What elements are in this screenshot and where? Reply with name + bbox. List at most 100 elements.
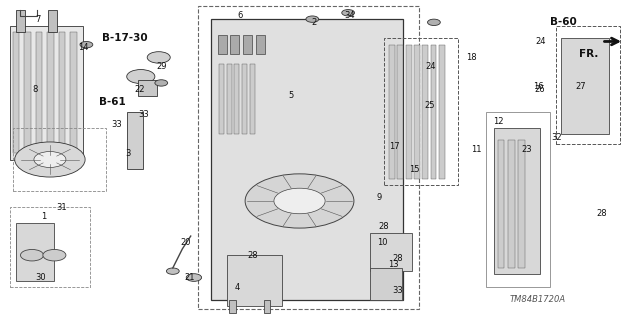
Text: 9: 9 bbox=[377, 193, 382, 202]
Text: 28: 28 bbox=[379, 222, 389, 231]
Text: 32: 32 bbox=[552, 133, 562, 142]
Text: 28: 28 bbox=[392, 254, 403, 263]
Text: 33: 33 bbox=[139, 110, 149, 119]
Bar bbox=[59, 32, 65, 153]
Text: 31: 31 bbox=[56, 203, 67, 212]
Text: 28: 28 bbox=[248, 251, 258, 260]
Circle shape bbox=[245, 174, 354, 228]
Bar bbox=[127, 112, 143, 169]
Bar bbox=[389, 45, 395, 179]
Bar bbox=[16, 223, 54, 281]
Text: 25: 25 bbox=[425, 101, 435, 110]
Text: 24: 24 bbox=[536, 37, 546, 46]
Bar bbox=[70, 32, 77, 153]
Text: 22: 22 bbox=[134, 85, 145, 94]
Bar bbox=[227, 64, 232, 134]
Circle shape bbox=[186, 274, 202, 281]
Bar bbox=[486, 112, 550, 287]
Circle shape bbox=[43, 249, 66, 261]
Text: B-17-30: B-17-30 bbox=[102, 33, 148, 43]
Text: 1: 1 bbox=[41, 212, 46, 221]
Bar bbox=[264, 300, 270, 313]
Text: 18: 18 bbox=[467, 53, 477, 62]
Circle shape bbox=[342, 10, 355, 16]
Bar bbox=[370, 233, 412, 271]
Circle shape bbox=[155, 80, 168, 86]
Circle shape bbox=[20, 249, 44, 261]
Bar bbox=[230, 35, 239, 54]
Circle shape bbox=[80, 41, 93, 48]
Bar bbox=[10, 207, 90, 287]
Text: 3: 3 bbox=[125, 149, 131, 158]
Text: 20: 20 bbox=[180, 238, 191, 247]
Text: 4: 4 bbox=[234, 283, 239, 292]
Text: 2: 2 bbox=[311, 18, 316, 27]
Bar bbox=[234, 64, 239, 134]
Text: 17: 17 bbox=[390, 142, 400, 151]
Text: B-60: B-60 bbox=[550, 17, 577, 27]
Text: 30: 30 bbox=[35, 273, 45, 282]
Text: 14: 14 bbox=[78, 43, 88, 52]
Circle shape bbox=[147, 52, 170, 63]
Text: 24: 24 bbox=[426, 63, 436, 71]
Text: 34: 34 bbox=[345, 11, 355, 20]
Text: 26: 26 bbox=[534, 85, 545, 94]
Text: 6: 6 bbox=[237, 11, 243, 20]
Text: 12: 12 bbox=[493, 117, 503, 126]
Bar bbox=[227, 255, 282, 306]
Text: 7: 7 bbox=[36, 15, 41, 24]
Bar bbox=[494, 128, 540, 274]
Circle shape bbox=[166, 268, 179, 274]
Bar bbox=[406, 45, 412, 179]
Text: 8: 8 bbox=[33, 85, 38, 94]
Bar bbox=[498, 140, 504, 268]
Circle shape bbox=[127, 70, 155, 84]
Bar bbox=[431, 45, 436, 179]
Bar bbox=[508, 140, 515, 268]
Bar bbox=[10, 26, 83, 160]
Bar bbox=[16, 10, 25, 32]
Bar bbox=[561, 38, 609, 134]
Text: 15: 15 bbox=[410, 165, 420, 174]
Text: 33: 33 bbox=[393, 286, 403, 295]
Bar bbox=[518, 140, 525, 268]
Bar bbox=[229, 300, 236, 313]
Bar bbox=[256, 35, 265, 54]
Bar bbox=[439, 45, 445, 179]
Text: 27: 27 bbox=[575, 82, 586, 91]
Bar bbox=[198, 6, 419, 309]
Bar bbox=[397, 45, 403, 179]
Bar bbox=[48, 10, 57, 32]
Bar bbox=[243, 35, 252, 54]
Bar bbox=[24, 32, 31, 153]
Text: 10: 10 bbox=[378, 238, 388, 247]
Text: 28: 28 bbox=[596, 209, 607, 218]
Bar bbox=[211, 19, 403, 300]
Text: 29: 29 bbox=[157, 63, 167, 71]
Text: 23: 23 bbox=[522, 145, 532, 154]
Bar bbox=[47, 32, 54, 153]
Circle shape bbox=[306, 16, 319, 22]
Text: 16: 16 bbox=[534, 82, 544, 91]
Text: 13: 13 bbox=[388, 260, 399, 269]
Bar bbox=[138, 80, 157, 96]
Bar bbox=[13, 32, 19, 153]
Circle shape bbox=[274, 188, 325, 214]
Circle shape bbox=[428, 19, 440, 26]
Bar bbox=[218, 35, 227, 54]
Bar bbox=[36, 32, 42, 153]
Bar bbox=[422, 45, 428, 179]
Bar bbox=[250, 64, 255, 134]
Bar bbox=[219, 64, 224, 134]
Bar bbox=[556, 26, 620, 144]
Circle shape bbox=[34, 152, 66, 167]
Bar bbox=[414, 45, 420, 179]
Bar bbox=[370, 268, 402, 300]
Bar bbox=[13, 128, 106, 191]
Circle shape bbox=[15, 142, 85, 177]
Text: 33: 33 bbox=[112, 120, 122, 129]
Text: 21: 21 bbox=[185, 273, 195, 282]
Bar bbox=[242, 64, 247, 134]
Text: FR.: FR. bbox=[579, 49, 598, 59]
Text: TM84B1720A: TM84B1720A bbox=[509, 295, 566, 304]
